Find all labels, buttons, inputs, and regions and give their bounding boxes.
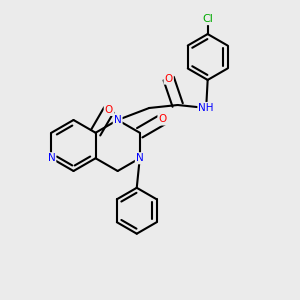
Text: N: N (114, 115, 122, 125)
Text: O: O (164, 74, 173, 84)
Text: N: N (136, 153, 144, 163)
Text: O: O (105, 105, 113, 115)
Text: O: O (158, 115, 167, 124)
Text: N: N (47, 153, 55, 163)
Text: NH: NH (198, 103, 214, 113)
Text: Cl: Cl (202, 14, 213, 24)
